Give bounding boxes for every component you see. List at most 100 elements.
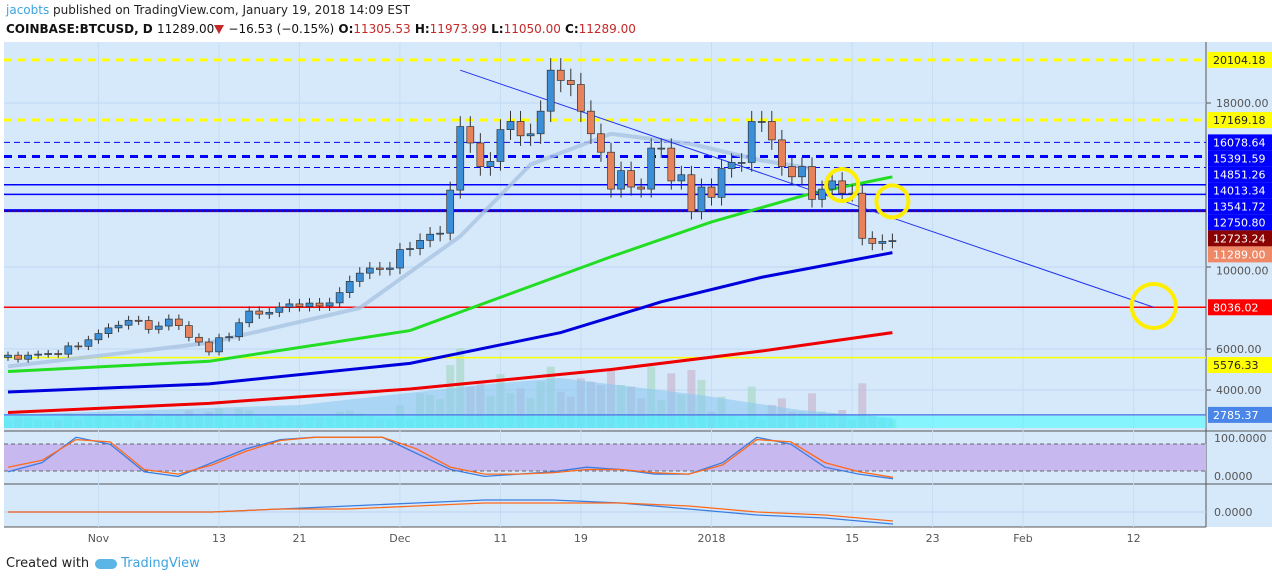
publish-text: published on TradingView.com, January 19… <box>53 3 410 17</box>
candle-body <box>104 327 113 334</box>
publish-info: jacobts published on TradingView.com, Ja… <box>6 3 410 17</box>
level-label-bg <box>1208 150 1272 167</box>
candle-body <box>134 319 143 322</box>
candle-body <box>164 318 173 327</box>
candle-body <box>295 303 304 307</box>
candle-body <box>838 180 847 194</box>
trend-line <box>460 69 1154 308</box>
level-label: 12723.24 <box>1213 232 1266 245</box>
candle-body <box>305 302 314 307</box>
candle-body <box>818 188 826 200</box>
cyan-band <box>4 416 1206 428</box>
candle-body <box>677 174 686 182</box>
level-label: 14851.26 <box>1213 168 1266 181</box>
candle-body <box>747 121 756 163</box>
candle-body <box>114 324 123 329</box>
candle-body <box>124 319 133 326</box>
candle-body <box>255 310 264 315</box>
candle-body <box>657 147 666 150</box>
candle-body <box>335 292 344 304</box>
candle-body <box>154 325 163 330</box>
candle-body <box>767 121 776 141</box>
level-label: 2785.37 <box>1213 409 1259 422</box>
highlight-circle <box>874 183 911 220</box>
candle-body <box>195 336 203 343</box>
candle-body <box>546 69 555 112</box>
candle-body <box>396 249 404 269</box>
moving-average-line <box>7 331 893 415</box>
x-tick-label: 2018 <box>698 532 726 545</box>
candle-body <box>566 80 575 85</box>
candle-body <box>275 306 284 313</box>
candle-body <box>777 139 786 167</box>
candle-body <box>727 162 736 169</box>
level-label-bg <box>1208 406 1272 423</box>
tradingview-link[interactable]: TradingView <box>121 556 200 571</box>
close-value: 11289.00 <box>578 22 636 36</box>
candle-body <box>556 69 565 81</box>
candle-body <box>516 121 525 137</box>
moving-average-line <box>7 251 893 394</box>
open-value: 11305.53 <box>353 22 411 36</box>
level-label-bg <box>1208 198 1272 215</box>
highlight-circle <box>1129 281 1178 330</box>
macd-signal-line <box>8 502 894 522</box>
level-label-bg <box>1208 182 1272 199</box>
stoch-band <box>4 444 1206 471</box>
candle-body <box>798 166 806 178</box>
candle-body <box>205 341 213 353</box>
candle-body <box>245 310 254 324</box>
level-label-bg <box>1208 134 1272 151</box>
level-label: 13541.72 <box>1213 200 1266 213</box>
candle-body <box>446 189 455 234</box>
candle-body <box>637 186 646 190</box>
candle-body <box>94 333 103 341</box>
x-tick-label: 21 <box>292 532 306 545</box>
author-link[interactable]: jacobts <box>6 3 50 17</box>
symbol-info: COINBASE:BTCUSD, D 11289.00 −16.53 (−0.1… <box>6 22 636 36</box>
level-label-bg <box>1208 214 1272 231</box>
moving-average-line <box>7 175 893 374</box>
candle-body <box>345 281 354 293</box>
level-label-bg <box>1208 299 1272 316</box>
candles <box>4 58 897 363</box>
level-label: 17169.18 <box>1213 114 1266 127</box>
candle-body <box>265 311 274 315</box>
x-tick-label: 11 <box>493 532 507 545</box>
candle-body <box>84 339 93 347</box>
price-chart[interactable]: Nov 13 21 Dec 11 19 2018 15 23 Feb 12 20104.18 18000… <box>0 0 1272 550</box>
footer: Created with TradingView <box>6 556 200 571</box>
candle-body <box>858 192 867 239</box>
y-tick-label: 10000.00 <box>1216 264 1269 277</box>
candle-body <box>828 180 836 190</box>
candle-body <box>416 240 424 249</box>
candle-body <box>54 353 63 355</box>
tradingview-logo-icon <box>95 558 118 569</box>
stoch-d-line <box>7 436 894 478</box>
candle-body <box>144 320 153 330</box>
stoch-axis-label: 100.0000 <box>1214 432 1267 445</box>
x-tick-label: Feb <box>1013 532 1032 545</box>
x-tick-label: 15 <box>845 532 859 545</box>
candle-body <box>64 345 73 355</box>
candle-body <box>617 170 625 190</box>
level-label: 14013.34 <box>1213 184 1266 197</box>
level-label: 15391.59 <box>1213 152 1266 165</box>
level-label: 12750.80 <box>1213 216 1266 229</box>
high-value: 11973.99 <box>429 22 487 36</box>
level-label-bg <box>1208 357 1272 373</box>
candle-body <box>4 354 12 358</box>
x-tick-label: 12 <box>1127 532 1141 545</box>
low-value: 11050.00 <box>503 22 561 36</box>
candle-body <box>235 322 243 338</box>
level-label-bg <box>1208 166 1272 183</box>
candle-body <box>597 133 605 153</box>
symbol: COINBASE:BTCUSD, D <box>6 22 153 36</box>
candle-body <box>376 267 384 270</box>
candle-body <box>325 302 334 307</box>
down-arrow-icon <box>214 25 225 34</box>
candle-body <box>808 166 816 200</box>
candle-body <box>74 345 83 348</box>
level-label-bg <box>1208 51 1272 68</box>
candle-body <box>536 110 545 135</box>
